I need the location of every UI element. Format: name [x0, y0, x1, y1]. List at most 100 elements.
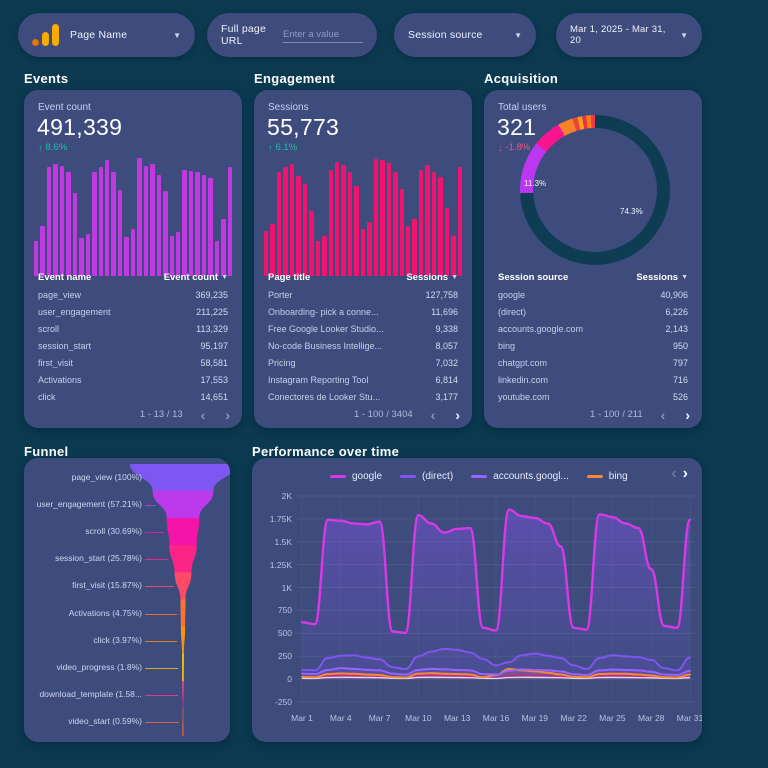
- table-row[interactable]: accounts.google.com 2,143: [498, 323, 688, 334]
- bar[interactable]: [386, 162, 392, 276]
- bar[interactable]: [444, 207, 450, 276]
- next-page-icon[interactable]: ›: [455, 406, 460, 423]
- bar[interactable]: [98, 167, 103, 276]
- bar[interactable]: [418, 169, 424, 276]
- bar[interactable]: [137, 158, 142, 276]
- legend-item-direct[interactable]: (direct): [400, 471, 453, 482]
- total-users-donut-chart[interactable]: 11.3% 74.3%: [520, 115, 670, 265]
- table-row[interactable]: Onboarding- pick a conne... 11,696: [268, 306, 458, 317]
- table-row[interactable]: youtube.com 526: [498, 391, 688, 402]
- table-row[interactable]: session_start 95,197: [38, 340, 228, 351]
- bar[interactable]: [104, 160, 110, 276]
- bar[interactable]: [111, 172, 116, 276]
- bar[interactable]: [214, 240, 220, 276]
- table-row[interactable]: Pricing 7,032: [268, 357, 458, 368]
- bar[interactable]: [46, 167, 52, 276]
- bar[interactable]: [195, 172, 200, 276]
- table-row[interactable]: (direct) 6,226: [498, 306, 688, 317]
- table-row[interactable]: No-code Business Intellige... 8,057: [268, 340, 458, 351]
- bar[interactable]: [380, 160, 385, 276]
- bar[interactable]: [53, 163, 58, 276]
- bar[interactable]: [412, 219, 417, 276]
- session-source-filter[interactable]: Session source ▼: [394, 13, 536, 57]
- table-row[interactable]: Porter 127,758: [268, 289, 458, 300]
- sessions-bar-chart[interactable]: [264, 158, 463, 276]
- legend-scroll-left-icon[interactable]: ‹: [671, 465, 677, 482]
- bar[interactable]: [59, 166, 65, 276]
- next-page-icon[interactable]: ›: [685, 406, 690, 423]
- funnel-chart[interactable]: page_view (100%) user_engagement (57.21%)…: [24, 458, 230, 742]
- bar[interactable]: [354, 186, 359, 276]
- bar[interactable]: [40, 226, 45, 276]
- column-header-sessions[interactable]: Sessions ▼: [406, 271, 458, 283]
- bar[interactable]: [328, 169, 333, 276]
- column-header-sessions[interactable]: Sessions ▼: [636, 271, 688, 283]
- table-row[interactable]: google 40,906: [498, 289, 688, 300]
- bar[interactable]: [302, 183, 308, 276]
- bar[interactable]: [143, 166, 149, 276]
- bar[interactable]: [283, 167, 288, 276]
- bar[interactable]: [334, 161, 340, 276]
- table-row[interactable]: Instagram Reporting Tool 6,814: [268, 374, 458, 385]
- bar[interactable]: [188, 170, 194, 276]
- legend-scroll-right-icon[interactable]: ›: [682, 465, 688, 482]
- bar[interactable]: [201, 174, 207, 276]
- bar[interactable]: [264, 231, 269, 276]
- bar[interactable]: [208, 178, 213, 276]
- date-range-picker[interactable]: Mar 1, 2025 - Mar 31, 20 ▼: [556, 13, 702, 57]
- bar[interactable]: [169, 235, 174, 276]
- bar[interactable]: [399, 188, 404, 276]
- bar[interactable]: [221, 219, 226, 276]
- bar[interactable]: [309, 211, 314, 276]
- bar[interactable]: [175, 232, 181, 276]
- bar[interactable]: [405, 226, 411, 276]
- bar[interactable]: [451, 235, 456, 276]
- table-row[interactable]: Free Google Looker Studio... 9,338: [268, 323, 458, 334]
- bar[interactable]: [347, 172, 353, 276]
- full-page-url-input[interactable]: [283, 27, 363, 43]
- bar[interactable]: [457, 167, 463, 276]
- legend-item-bing[interactable]: bing: [586, 471, 628, 482]
- bar[interactable]: [66, 172, 71, 276]
- bar[interactable]: [130, 228, 136, 276]
- bar[interactable]: [34, 240, 39, 276]
- bar[interactable]: [156, 174, 162, 276]
- bar[interactable]: [163, 191, 168, 276]
- bar[interactable]: [276, 172, 282, 276]
- bar[interactable]: [341, 165, 346, 276]
- table-row[interactable]: Activations 17,553: [38, 374, 228, 385]
- column-header-event-count[interactable]: Event count ▼: [163, 271, 228, 283]
- event-count-bar-chart[interactable]: [34, 158, 233, 276]
- bar[interactable]: [315, 240, 321, 276]
- table-row[interactable]: linkedin.com 716: [498, 374, 688, 385]
- bar[interactable]: [124, 237, 129, 276]
- prev-page-icon[interactable]: ‹: [200, 406, 206, 423]
- prev-page-icon[interactable]: ‹: [660, 406, 666, 423]
- page-name-filter[interactable]: Page Name ▼: [18, 13, 195, 57]
- legend-item-google[interactable]: google: [330, 471, 382, 482]
- bar[interactable]: [322, 235, 327, 276]
- performance-line-chart[interactable]: [298, 488, 694, 710]
- table-row[interactable]: click 14,651: [38, 391, 228, 402]
- bar[interactable]: [92, 172, 97, 276]
- bar[interactable]: [72, 193, 78, 276]
- bar[interactable]: [85, 233, 91, 276]
- bar[interactable]: [150, 163, 155, 276]
- bar[interactable]: [438, 176, 443, 276]
- table-row[interactable]: chatgpt.com 797: [498, 357, 688, 368]
- bar[interactable]: [393, 172, 398, 276]
- bar[interactable]: [425, 165, 430, 276]
- table-row[interactable]: bing 950: [498, 340, 688, 351]
- legend-item-accounts-google[interactable]: accounts.googl...: [471, 471, 569, 482]
- table-row[interactable]: first_visit 58,581: [38, 357, 228, 368]
- bar[interactable]: [296, 175, 301, 276]
- bar[interactable]: [79, 238, 84, 276]
- bar[interactable]: [431, 172, 437, 276]
- bar[interactable]: [367, 221, 372, 276]
- bar[interactable]: [182, 169, 187, 276]
- next-page-icon[interactable]: ›: [225, 406, 230, 423]
- table-row[interactable]: user_engagement 211,225: [38, 306, 228, 317]
- bar[interactable]: [117, 189, 123, 276]
- bar[interactable]: [360, 228, 366, 276]
- table-row[interactable]: Conectores de Looker Stu... 3,177: [268, 391, 458, 402]
